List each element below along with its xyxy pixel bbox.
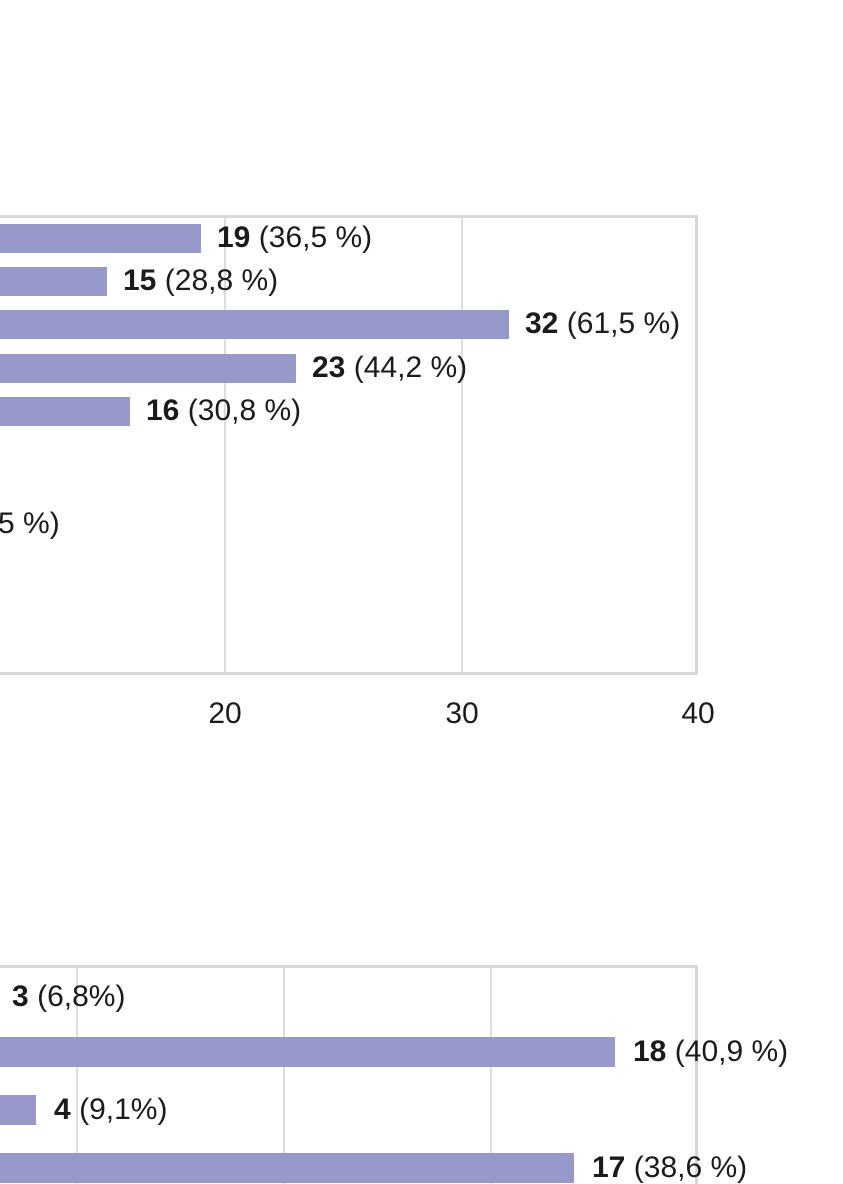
bar — [0, 354, 296, 383]
bar-percent: (40,9 %) — [674, 1035, 789, 1068]
plot-border-right — [695, 965, 698, 1184]
bar — [0, 310, 509, 339]
bar-value-label: 15 (28,8 %) — [123, 266, 278, 296]
axis-tick-label: 30 — [445, 697, 479, 730]
plot-border-bottom — [0, 672, 698, 675]
bar-count: 15 — [123, 264, 157, 297]
bar-count: 17 — [592, 1151, 626, 1184]
gridline — [461, 218, 463, 672]
bar-percent: (38,6 %) — [633, 1151, 748, 1184]
bar — [0, 1153, 574, 1183]
bar-percent: (9,1%) — [79, 1093, 168, 1126]
gridline — [224, 218, 226, 672]
gridline — [76, 968, 78, 1184]
bar-percent: (61,5 %) — [566, 307, 681, 340]
bar-value-label: 16 (30,8 %) — [146, 396, 301, 426]
axis-tick-label: 20 — [208, 697, 242, 730]
bar-value-label: 19 (36,5 %) — [217, 223, 372, 253]
bar — [0, 267, 107, 296]
bar-value-label: 23 (44,2 %) — [312, 353, 467, 383]
bar-value-label: 32 (61,5 %) — [525, 309, 680, 339]
bar-count: 18 — [633, 1035, 667, 1068]
bar-count: 23 — [312, 351, 346, 384]
bar-count: 3 — [12, 980, 29, 1013]
plot-border-top — [0, 215, 698, 218]
bar-count: 4 — [54, 1093, 71, 1126]
gridline — [283, 968, 285, 1184]
gridline — [490, 968, 492, 1184]
bar — [0, 1037, 615, 1067]
partial-bar-label: 5 %) — [0, 509, 60, 539]
plot-border-top — [0, 965, 698, 968]
bar-percent: (44,2 %) — [353, 351, 468, 384]
bar-count: 19 — [217, 221, 251, 254]
bar-value-label: 3 (6,8%) — [12, 982, 125, 1012]
bar-value-label: 4 (9,1%) — [54, 1095, 167, 1125]
bar-count: 32 — [525, 307, 559, 340]
plot-border-right — [695, 215, 698, 675]
bar-percent: (28,8 %) — [164, 264, 279, 297]
bar-value-label: 17 (38,6 %) — [592, 1153, 747, 1183]
bar-count: 16 — [146, 394, 180, 427]
bar-percent-fragment: 5 %) — [0, 507, 60, 540]
bar-value-label: 18 (40,9 %) — [633, 1037, 788, 1067]
bar — [0, 397, 130, 426]
axis-tick-label: 40 — [681, 697, 715, 730]
bar — [0, 224, 201, 253]
bar-percent: (6,8%) — [37, 980, 126, 1013]
bar-percent: (30,8 %) — [187, 394, 302, 427]
bar — [0, 1095, 36, 1125]
bar-percent: (36,5 %) — [258, 221, 373, 254]
